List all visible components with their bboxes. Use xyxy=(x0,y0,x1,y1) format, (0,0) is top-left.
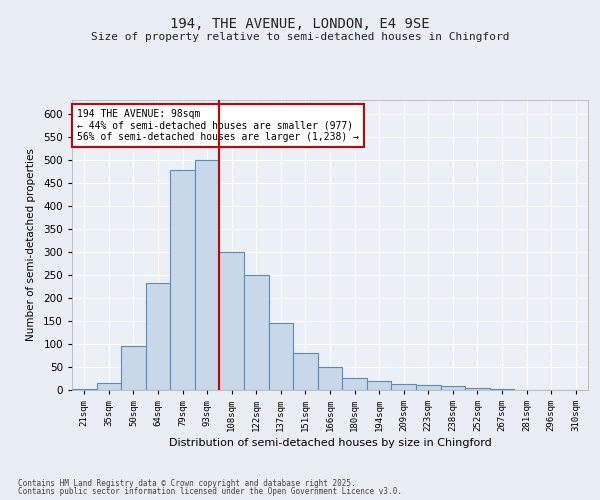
Text: 194, THE AVENUE, LONDON, E4 9SE: 194, THE AVENUE, LONDON, E4 9SE xyxy=(170,18,430,32)
Bar xyxy=(170,170,195,390)
Bar xyxy=(342,378,367,390)
Bar xyxy=(440,386,465,390)
Bar xyxy=(146,282,170,390)
Y-axis label: Number of semi-detached properties: Number of semi-detached properties xyxy=(26,148,36,342)
Bar xyxy=(391,384,416,390)
Bar xyxy=(72,388,97,390)
Bar xyxy=(318,367,342,390)
Bar xyxy=(220,252,244,390)
Text: Contains public sector information licensed under the Open Government Licence v3: Contains public sector information licen… xyxy=(18,487,402,496)
Bar xyxy=(244,275,269,390)
Bar xyxy=(490,389,514,390)
Bar xyxy=(293,353,318,390)
Bar xyxy=(195,160,220,390)
Bar xyxy=(367,381,391,390)
Bar xyxy=(121,346,146,390)
Text: 194 THE AVENUE: 98sqm
← 44% of semi-detached houses are smaller (977)
56% of sem: 194 THE AVENUE: 98sqm ← 44% of semi-deta… xyxy=(77,108,359,142)
Text: Size of property relative to semi-detached houses in Chingford: Size of property relative to semi-detach… xyxy=(91,32,509,42)
Bar xyxy=(416,386,440,390)
Text: Contains HM Land Registry data © Crown copyright and database right 2025.: Contains HM Land Registry data © Crown c… xyxy=(18,478,356,488)
Bar xyxy=(465,388,490,390)
X-axis label: Distribution of semi-detached houses by size in Chingford: Distribution of semi-detached houses by … xyxy=(169,438,491,448)
Bar xyxy=(269,324,293,390)
Bar xyxy=(97,383,121,390)
